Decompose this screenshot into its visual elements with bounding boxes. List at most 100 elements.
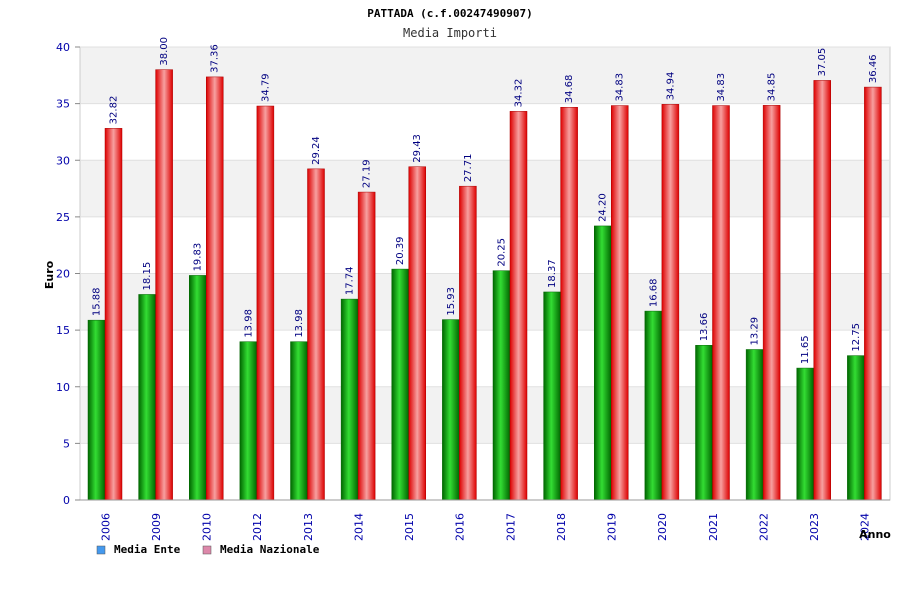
y-tick-label: 30	[56, 154, 70, 167]
data-label: 36.46	[868, 54, 879, 83]
bar-media-ente	[847, 355, 865, 501]
data-label: 34.85	[767, 73, 778, 102]
bar-media-ente	[644, 310, 663, 501]
bar-media-nazionale	[509, 111, 528, 501]
x-tick-label: 2020	[656, 513, 669, 541]
data-label: 18.37	[547, 259, 558, 288]
x-tick-label: 2009	[150, 513, 163, 541]
data-label: 34.32	[514, 79, 525, 108]
data-label: 11.65	[800, 335, 811, 364]
x-tick-label: 2019	[606, 513, 619, 541]
data-label: 34.68	[564, 75, 575, 104]
x-tick-label: 2006	[99, 513, 112, 541]
data-label: 34.83	[615, 73, 626, 102]
data-label: 34.79	[260, 73, 271, 102]
data-label: 20.25	[497, 238, 508, 267]
x-tick-label: 2024	[859, 513, 872, 541]
data-label: 37.36	[210, 44, 221, 73]
bar-media-ente	[442, 319, 460, 501]
chart-subtitle: Media Importi	[403, 26, 497, 40]
y-tick-label: 40	[56, 41, 70, 54]
bar-media-nazionale	[611, 105, 629, 501]
legend-swatch	[202, 545, 212, 555]
data-label: 16.68	[648, 278, 659, 307]
x-tick-label: 2017	[504, 513, 517, 541]
legend-label: Media Nazionale	[220, 543, 320, 556]
x-tick-label: 2023	[808, 513, 821, 541]
bar-media-ente	[594, 225, 612, 501]
bar-media-nazionale	[762, 105, 781, 501]
chart-title: PATTADA (c.f.00247490907)	[367, 7, 533, 20]
data-label: 13.29	[750, 317, 761, 346]
x-tick-label: 2014	[352, 513, 365, 541]
x-tick-label: 2012	[251, 513, 264, 541]
data-label: 27.71	[463, 154, 474, 183]
bars	[87, 69, 882, 501]
bar-media-nazionale	[459, 185, 477, 501]
y-tick-label: 10	[56, 381, 70, 394]
x-tick-label: 2018	[555, 513, 568, 541]
data-label: 29.24	[311, 136, 322, 165]
bar-media-ente	[745, 349, 764, 501]
data-label: 27.19	[362, 159, 373, 188]
data-label: 13.66	[699, 313, 710, 342]
bar-media-nazionale	[357, 191, 376, 501]
y-tick-label: 15	[56, 324, 70, 337]
bar-media-nazionale	[661, 104, 680, 501]
data-labels: 15.88 32.82 18.15 38.00 19.83 37.36 13.98 34.79…	[92, 37, 879, 364]
data-label: 38.00	[159, 37, 170, 66]
x-tick-label: 2022	[757, 513, 770, 541]
bar-media-ente	[796, 367, 814, 501]
bar-media-nazionale	[560, 106, 578, 501]
bar-media-ente	[189, 275, 207, 501]
x-axis-label: Anno	[859, 528, 891, 541]
bar-media-ente	[492, 270, 511, 501]
data-label: 24.20	[598, 193, 609, 222]
y-axis-ticks: 0 5 10 15 20 25 30 35 40	[56, 41, 70, 507]
bar-media-nazionale	[256, 105, 275, 501]
x-tick-label: 2016	[454, 513, 467, 541]
bar-media-nazionale	[864, 86, 882, 501]
data-label: 29.43	[412, 134, 423, 163]
bar-media-ente	[290, 341, 308, 501]
y-tick-label: 20	[56, 268, 70, 281]
bar-media-ente	[87, 319, 106, 501]
data-label: 32.82	[109, 96, 120, 125]
bar-media-ente	[239, 341, 258, 501]
x-tick-label: 2010	[201, 513, 214, 541]
data-label: 15.88	[92, 288, 103, 317]
data-label: 18.15	[142, 262, 153, 291]
x-axis-ticks: 2006 2009 2010 2012 2013 2014 2015 2016 2017 2018…	[80, 499, 890, 541]
data-label: 34.83	[716, 73, 727, 102]
bar-media-nazionale	[206, 76, 224, 501]
legend-label: Media Ente	[114, 543, 181, 556]
bar-media-ente	[138, 294, 156, 501]
y-axis-label: Euro	[43, 260, 56, 289]
bar-media-nazionale	[813, 80, 831, 501]
y-tick-label: 35	[56, 98, 70, 111]
x-tick-label: 2013	[302, 513, 315, 541]
bar-media-nazionale	[307, 168, 325, 501]
y-tick-label: 25	[56, 211, 70, 224]
x-tick-label: 2015	[403, 513, 416, 541]
data-label: 20.39	[395, 236, 406, 265]
bar-media-ente	[340, 298, 359, 501]
data-label: 34.94	[665, 72, 676, 101]
bar-media-nazionale	[408, 166, 426, 501]
data-label: 37.05	[817, 48, 828, 77]
y-tick-label: 0	[63, 494, 70, 507]
data-label: 17.74	[345, 266, 356, 295]
legend: Media Ente Media Nazionale	[96, 543, 320, 556]
y-tick-label: 5	[63, 437, 70, 450]
bar-media-nazionale	[712, 105, 730, 501]
bar-media-ente	[543, 291, 561, 501]
data-label: 19.83	[193, 243, 204, 272]
bar-media-nazionale	[104, 128, 123, 501]
data-label: 13.98	[243, 309, 254, 338]
legend-swatch	[96, 545, 106, 555]
data-label: 12.75	[851, 323, 862, 352]
bar-media-ente	[695, 345, 713, 501]
data-label: 13.98	[294, 309, 305, 338]
bar-media-ente	[391, 268, 409, 501]
